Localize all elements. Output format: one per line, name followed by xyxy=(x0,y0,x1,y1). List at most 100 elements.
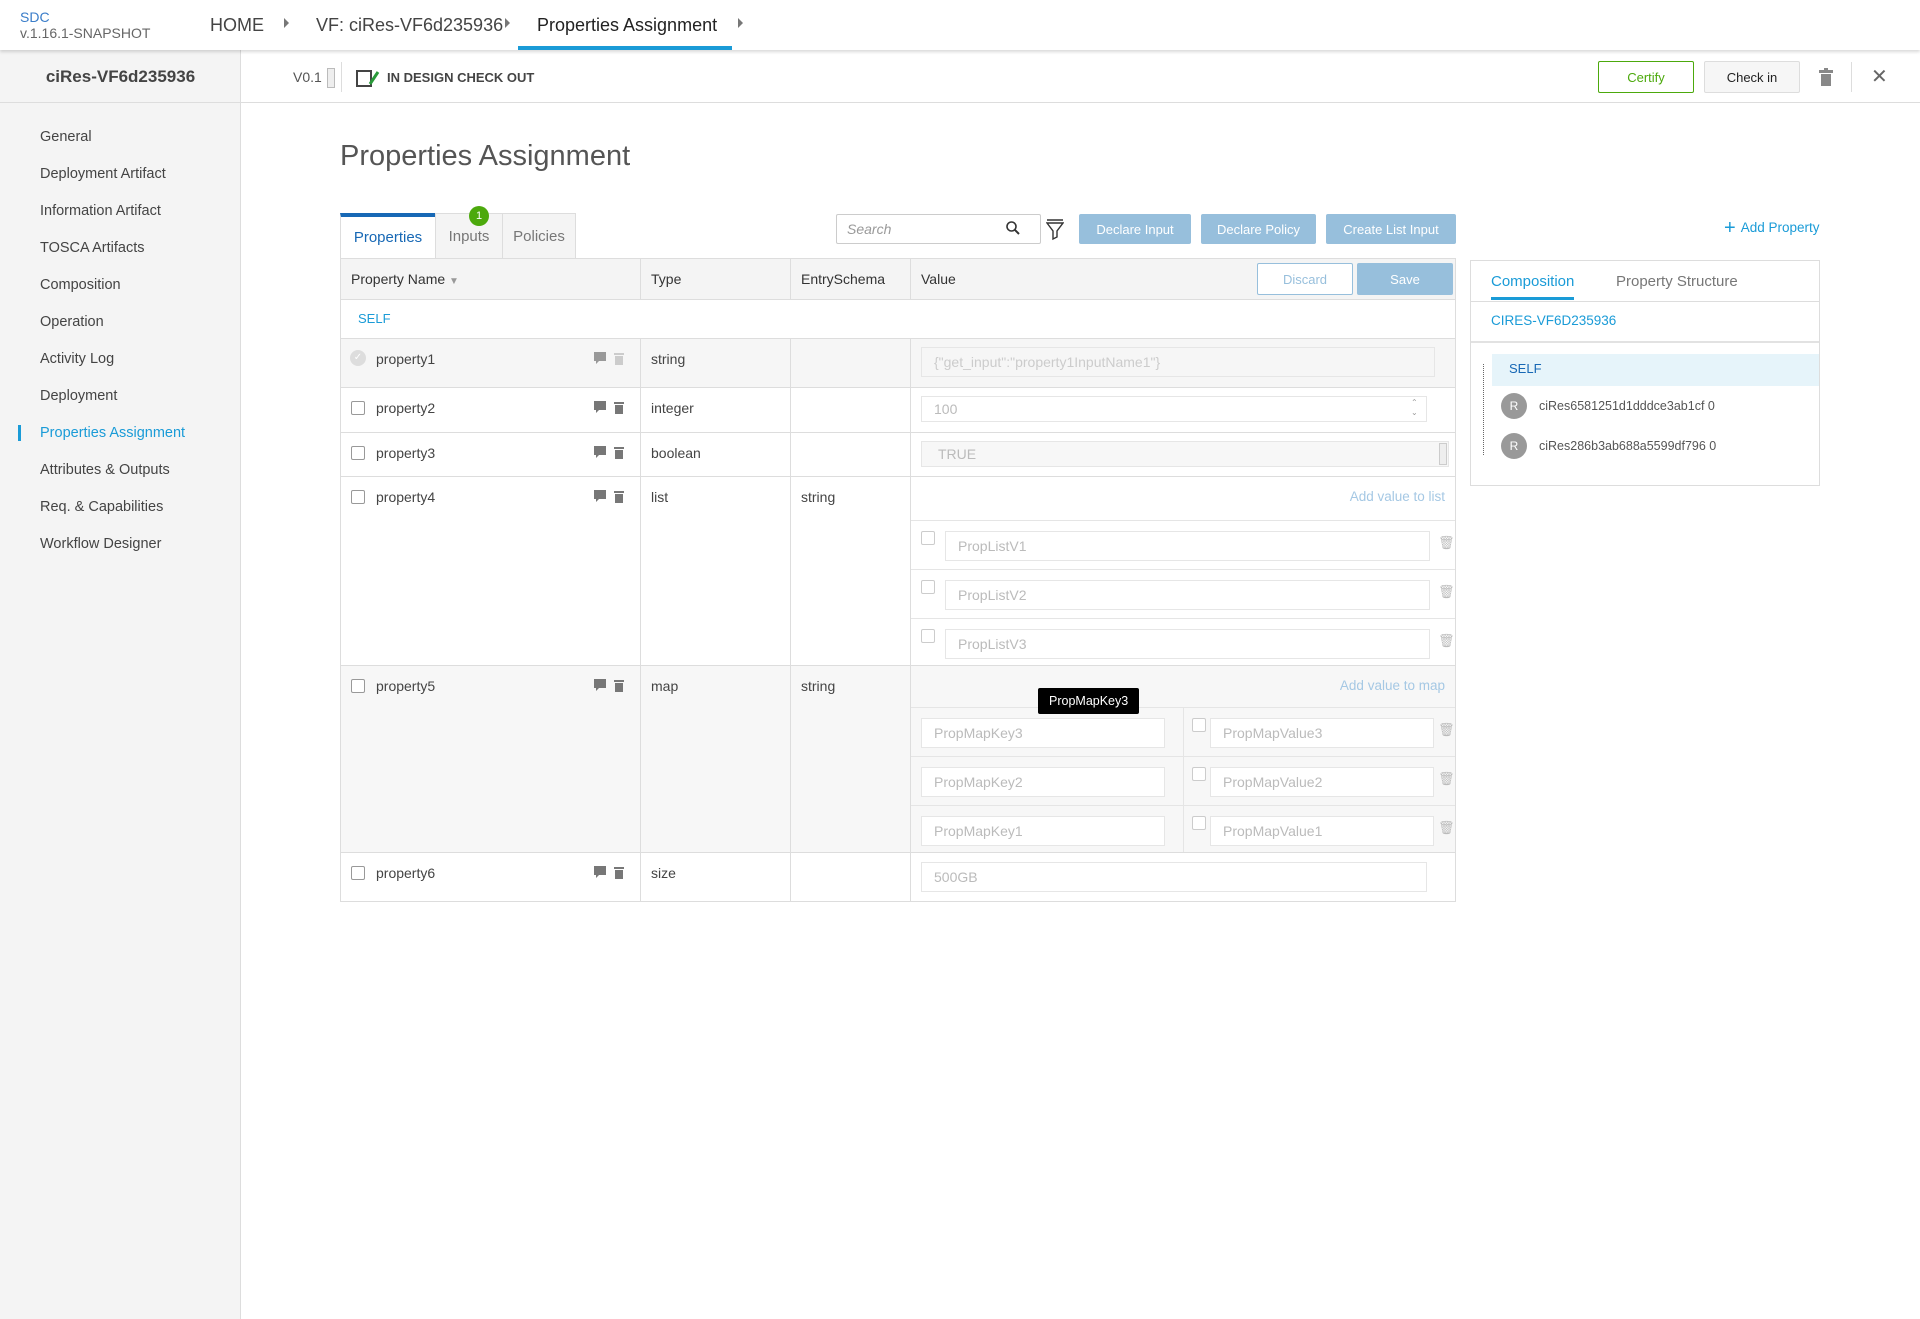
trash-icon[interactable] xyxy=(1819,68,1833,86)
chevron-right-icon[interactable] xyxy=(738,18,743,28)
comment-icon[interactable] xyxy=(593,351,607,365)
sidebar-item-tosca-artifacts[interactable]: TOSCA Artifacts xyxy=(40,240,145,256)
filter-icon[interactable] xyxy=(1046,219,1064,241)
value-number-input[interactable]: 100 xyxy=(921,396,1427,422)
certify-button[interactable]: Certify xyxy=(1598,61,1694,93)
comment-icon[interactable] xyxy=(593,678,607,692)
tree-item-self[interactable]: SELF xyxy=(1492,354,1819,386)
create-list-input-button[interactable]: Create List Input xyxy=(1326,214,1456,244)
value-input[interactable]: 500GB xyxy=(921,862,1427,892)
property-name: property3 xyxy=(376,445,436,461)
breadcrumb-active-indicator xyxy=(518,46,732,50)
tab-composition[interactable]: Composition xyxy=(1491,273,1575,300)
list-item-input[interactable]: PropListV2 xyxy=(945,580,1430,610)
app-logo[interactable]: SDC xyxy=(20,9,50,25)
map-entry-checkbox[interactable] xyxy=(1192,718,1206,732)
instance-name: ciRes6581251d1dddce3ab1cf 0 xyxy=(1539,399,1715,413)
search-input[interactable]: Search xyxy=(836,214,1041,244)
add-property-button[interactable]: + Add Property xyxy=(1724,218,1819,238)
row-checkbox[interactable] xyxy=(351,490,365,504)
entry-schema: string xyxy=(801,678,836,694)
trash-icon[interactable] xyxy=(612,400,626,414)
close-icon[interactable]: ✕ xyxy=(1871,66,1888,88)
column-header-property-name[interactable]: Property Name ▼ xyxy=(341,259,641,299)
sidebar-item-workflow-designer[interactable]: Workflow Designer xyxy=(40,536,162,552)
chevron-right-icon[interactable] xyxy=(284,18,289,28)
discard-button[interactable]: Discard xyxy=(1257,263,1353,295)
chevron-down-icon[interactable] xyxy=(327,68,335,88)
sidebar-item-properties-assignment[interactable]: Properties Assignment xyxy=(40,425,186,441)
add-value-to-list-link[interactable]: Add value to list xyxy=(1349,489,1445,504)
add-value-to-map-link[interactable]: Add value to map xyxy=(1339,678,1445,693)
tree-item-instance[interactable]: R ciRes6581251d1dddce3ab1cf 0 xyxy=(1501,393,1715,419)
sidebar-item-operation[interactable]: Operation xyxy=(40,314,104,330)
chevron-right-icon[interactable] xyxy=(505,18,510,28)
trash-icon[interactable] xyxy=(612,678,626,692)
row-checkbox[interactable] xyxy=(351,679,365,693)
list-item-checkbox[interactable] xyxy=(921,580,935,594)
trash-icon[interactable]: 🗑 xyxy=(1438,820,1455,835)
chevron-down-icon[interactable] xyxy=(1439,443,1447,465)
trash-icon[interactable] xyxy=(612,351,626,365)
list-item-checkbox[interactable] xyxy=(921,629,935,643)
breadcrumb-vf[interactable]: VF: ciRes-VF6d235936 xyxy=(316,15,504,35)
value-select[interactable]: TRUE xyxy=(921,441,1449,467)
entry-schema: string xyxy=(801,489,836,505)
number-spinner[interactable]: ⌃ ⌄ xyxy=(1411,398,1418,417)
search-icon[interactable] xyxy=(1006,221,1020,235)
tree-item-instance[interactable]: R ciRes286b3ab688a5599df796 0 xyxy=(1501,433,1716,459)
sort-desc-icon[interactable]: ▼ xyxy=(449,276,459,287)
sidebar-item-deployment[interactable]: Deployment xyxy=(40,388,118,404)
group-label: SELF xyxy=(358,311,391,326)
sidebar-item-deployment-artifact[interactable]: Deployment Artifact xyxy=(40,166,166,182)
list-item-input[interactable]: PropListV3 xyxy=(945,629,1430,659)
sidebar-item-activity-log[interactable]: Activity Log xyxy=(40,351,115,367)
comment-icon[interactable] xyxy=(593,400,607,414)
declare-policy-button[interactable]: Declare Policy xyxy=(1201,214,1316,244)
map-value-input[interactable]: PropMapValue1 xyxy=(1210,816,1434,846)
trash-icon[interactable]: 🗑 xyxy=(1438,633,1455,648)
comment-icon[interactable] xyxy=(593,489,607,503)
tab-inputs[interactable]: Inputs xyxy=(435,213,503,258)
declare-input-button[interactable]: Declare Input xyxy=(1079,214,1191,244)
trash-icon[interactable]: 🗑 xyxy=(1438,584,1455,599)
list-item-input[interactable]: PropListV1 xyxy=(945,531,1430,561)
row-checkbox[interactable] xyxy=(351,446,365,460)
map-key-input[interactable]: PropMapKey3 xyxy=(921,718,1165,748)
trash-icon[interactable]: 🗑 xyxy=(1438,771,1455,786)
breadcrumb-home[interactable]: HOME xyxy=(210,15,264,35)
sidebar-item-general[interactable]: General xyxy=(40,129,92,145)
trash-icon[interactable]: 🗑 xyxy=(1438,722,1455,737)
tab-policies[interactable]: Policies xyxy=(502,213,576,258)
sidebar-item-req-capabilities[interactable]: Req. & Capabilities xyxy=(40,499,164,515)
property-type: integer xyxy=(651,400,694,416)
check-in-button[interactable]: Check in xyxy=(1704,61,1800,93)
trash-icon[interactable] xyxy=(612,445,626,459)
row-checkbox[interactable] xyxy=(351,401,365,415)
comment-icon[interactable] xyxy=(593,865,607,879)
map-entry-checkbox[interactable] xyxy=(1192,767,1206,781)
tab-properties[interactable]: Properties xyxy=(340,213,436,258)
map-value-input[interactable]: PropMapValue3 xyxy=(1210,718,1434,748)
map-key-input[interactable]: PropMapKey2 xyxy=(921,767,1165,797)
map-key-input[interactable]: PropMapKey1 xyxy=(921,816,1165,846)
list-item-checkbox[interactable] xyxy=(921,531,935,545)
sidebar-item-composition[interactable]: Composition xyxy=(40,277,121,293)
version-select[interactable]: V0.1 xyxy=(293,69,322,85)
sidebar-item-attributes-outputs[interactable]: Attributes & Outputs xyxy=(40,462,170,478)
trash-icon[interactable] xyxy=(612,865,626,879)
map-entry-checkbox[interactable] xyxy=(1192,816,1206,830)
breadcrumb-current[interactable]: Properties Assignment xyxy=(537,15,718,35)
divider xyxy=(341,62,342,92)
row-checkbox[interactable] xyxy=(351,866,365,880)
property-name: property5 xyxy=(376,678,436,694)
composition-root[interactable]: CIRES-VF6D235936 xyxy=(1491,313,1617,328)
sidebar-item-information-artifact[interactable]: Information Artifact xyxy=(40,203,161,219)
map-value-input[interactable]: PropMapValue2 xyxy=(1210,767,1434,797)
value-input[interactable]: {"get_input":"property1InputName1"} xyxy=(921,347,1435,377)
comment-icon[interactable] xyxy=(593,445,607,459)
tab-property-structure[interactable]: Property Structure xyxy=(1616,273,1738,290)
save-button[interactable]: Save xyxy=(1357,263,1453,295)
trash-icon[interactable]: 🗑 xyxy=(1438,535,1455,550)
trash-icon[interactable] xyxy=(612,489,626,503)
